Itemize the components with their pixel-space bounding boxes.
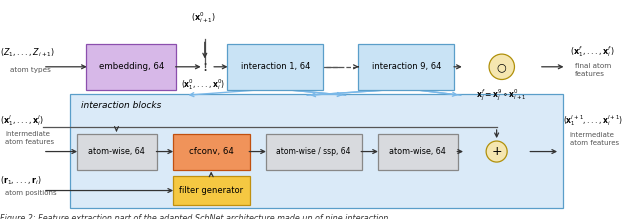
Text: final atom: final atom bbox=[575, 63, 611, 69]
Text: ○: ○ bbox=[497, 62, 507, 72]
Text: $(\mathbf{x}^0_{i+1})$: $(\mathbf{x}^0_{i+1})$ bbox=[191, 10, 216, 25]
Text: $(\mathbf{x}^l_1,...,\mathbf{x}^l_i)$: $(\mathbf{x}^l_1,...,\mathbf{x}^l_i)$ bbox=[0, 113, 44, 128]
FancyBboxPatch shape bbox=[173, 134, 250, 170]
Text: atom features: atom features bbox=[5, 139, 54, 145]
Text: $(Z_1,...,Z_{i+1})$: $(Z_1,...,Z_{i+1})$ bbox=[0, 46, 55, 59]
Text: cfconv, 64: cfconv, 64 bbox=[189, 147, 234, 156]
Text: $(\mathbf{r}_1,...,\mathbf{r}_i)$: $(\mathbf{r}_1,...,\mathbf{r}_i)$ bbox=[0, 174, 42, 187]
Text: filter generator: filter generator bbox=[179, 186, 243, 195]
Text: interaction 1, 64: interaction 1, 64 bbox=[241, 62, 310, 71]
Text: Figure 2: Feature extraction part of the adapted SchNet architecture made up of : Figure 2: Feature extraction part of the… bbox=[0, 214, 388, 219]
Text: $(\mathbf{x}^0_1,...,\mathbf{x}^0_i)$: $(\mathbf{x}^0_1,...,\mathbf{x}^0_i)$ bbox=[181, 77, 226, 92]
Text: atom types: atom types bbox=[10, 67, 51, 73]
Text: intermediate: intermediate bbox=[5, 131, 50, 137]
FancyBboxPatch shape bbox=[378, 134, 458, 170]
Text: +: + bbox=[492, 145, 502, 158]
Text: atom-wise, 64: atom-wise, 64 bbox=[88, 147, 145, 156]
Text: $\mathbf{x}^f_j = \mathbf{x}^9_j \circ \mathbf{x}^0_{i+1}$: $\mathbf{x}^f_j = \mathbf{x}^9_j \circ \… bbox=[476, 88, 527, 103]
FancyBboxPatch shape bbox=[266, 134, 362, 170]
FancyBboxPatch shape bbox=[358, 44, 454, 90]
Ellipse shape bbox=[486, 141, 507, 162]
FancyBboxPatch shape bbox=[173, 176, 250, 205]
Text: features: features bbox=[575, 71, 605, 78]
Text: atom-wise, 64: atom-wise, 64 bbox=[389, 147, 446, 156]
Text: embedding, 64: embedding, 64 bbox=[99, 62, 164, 71]
Text: intermediate: intermediate bbox=[570, 132, 614, 138]
Text: atom-wise / ssp, 64: atom-wise / ssp, 64 bbox=[276, 147, 351, 156]
FancyBboxPatch shape bbox=[86, 44, 176, 90]
Text: interaction blocks: interaction blocks bbox=[81, 101, 162, 110]
Ellipse shape bbox=[489, 54, 515, 79]
Text: atom positions: atom positions bbox=[5, 190, 57, 196]
Text: $(\mathbf{x}^f_1,...,\mathbf{x}^f_i)$: $(\mathbf{x}^f_1,...,\mathbf{x}^f_i)$ bbox=[570, 44, 614, 59]
FancyBboxPatch shape bbox=[70, 94, 563, 208]
Text: interaction 9, 64: interaction 9, 64 bbox=[372, 62, 441, 71]
Text: atom features: atom features bbox=[570, 140, 619, 147]
Text: :: : bbox=[202, 59, 207, 74]
FancyBboxPatch shape bbox=[227, 44, 323, 90]
Text: $(\mathbf{x}^{l+1}_1,...,\mathbf{x}^{l+1}_i)$: $(\mathbf{x}^{l+1}_1,...,\mathbf{x}^{l+1… bbox=[563, 113, 623, 128]
FancyBboxPatch shape bbox=[77, 134, 157, 170]
